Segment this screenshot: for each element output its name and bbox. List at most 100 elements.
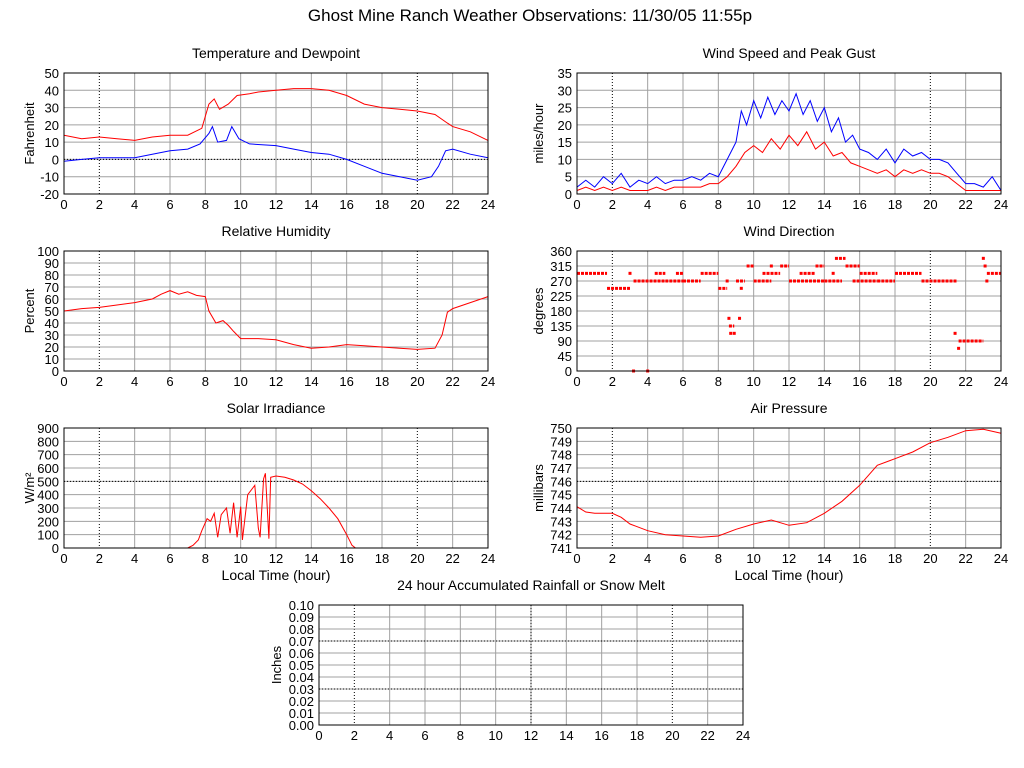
plot-frame	[576, 72, 1002, 195]
x-tick-label: 4	[644, 197, 651, 212]
y-tick-label: 100	[37, 528, 59, 543]
y-tick-label: 10	[45, 352, 59, 367]
x-tick-label: 14	[304, 197, 318, 212]
data-point	[725, 279, 729, 283]
plot-frame	[63, 72, 489, 195]
x-tick-label: 2	[609, 551, 616, 566]
x-tick-label: 6	[166, 197, 173, 212]
x-tick-label: 0	[60, 197, 67, 212]
x-tick-label: 6	[679, 374, 686, 389]
y-tick-label: 70	[45, 280, 59, 295]
series-line-0	[63, 290, 489, 350]
y-tick-label: 0.02	[289, 694, 314, 709]
x-tick-label: 20	[665, 728, 679, 743]
y-tick-label: 747	[550, 461, 572, 476]
x-tick-label: 8	[715, 551, 722, 566]
y-tick-label: 10	[558, 152, 572, 167]
x-tick-label: 18	[888, 551, 902, 566]
chart-title: Solar Irradiance	[227, 400, 326, 416]
x-tick-label: 20	[923, 374, 937, 389]
x-tick-label: 2	[351, 728, 358, 743]
x-tick-label: 16	[339, 197, 353, 212]
y-tick-label: 0.09	[289, 610, 314, 625]
y-tick-label: 0.05	[289, 658, 314, 673]
x-tick-label: 12	[782, 551, 796, 566]
x-tick-label: 4	[644, 551, 651, 566]
y-tick-label: 744	[550, 501, 572, 516]
y-axis-label: Percent	[22, 288, 37, 333]
x-tick-label: 18	[888, 374, 902, 389]
y-tick-label: 5	[565, 170, 572, 185]
y-tick-label: 15	[558, 135, 572, 150]
x-tick-label: 24	[994, 197, 1008, 212]
page-title: Ghost Mine Ranch Weather Observations: 1…	[307, 6, 753, 25]
x-tick-label: 24	[994, 551, 1008, 566]
y-tick-label: 40	[45, 316, 59, 331]
x-tick-label: 18	[888, 197, 902, 212]
x-tick-label: 12	[269, 374, 283, 389]
y-tick-label: 0	[565, 187, 572, 202]
y-tick-label: 700	[37, 448, 59, 463]
series-line-1	[576, 130, 1001, 192]
x-tick-label: 10	[233, 197, 247, 212]
y-axis-label: Inches	[269, 645, 284, 684]
y-tick-label: 900	[37, 421, 59, 436]
data-point	[981, 256, 985, 260]
x-tick-label: 0	[315, 728, 322, 743]
x-tick-label: 2	[609, 197, 616, 212]
y-tick-label: 45	[558, 349, 572, 364]
chart-title: Temperature and Dewpoint	[192, 45, 360, 61]
y-tick-label: 35	[558, 66, 572, 81]
y-tick-label: 746	[550, 474, 572, 489]
x-tick-label: 24	[481, 551, 495, 566]
y-tick-label: 50	[45, 66, 59, 81]
x-tick-label: 22	[445, 197, 459, 212]
x-tick-label: 16	[594, 728, 608, 743]
y-tick-label: 200	[37, 514, 59, 529]
chart-title: Wind Direction	[743, 223, 834, 239]
x-tick-label: 12	[782, 197, 796, 212]
x-tick-label: 20	[923, 551, 937, 566]
x-tick-label: 24	[481, 374, 495, 389]
x-tick-label: 0	[60, 551, 67, 566]
x-tick-label: 8	[202, 197, 209, 212]
x-tick-label: 18	[375, 197, 389, 212]
x-tick-label: 16	[852, 551, 866, 566]
plot-frame	[63, 250, 489, 372]
y-tick-label: 225	[550, 289, 572, 304]
y-tick-label: 0.04	[289, 670, 314, 685]
y-tick-label: 30	[558, 83, 572, 98]
x-tick-label: 16	[339, 374, 353, 389]
x-tick-label: 14	[817, 197, 831, 212]
x-tick-label: 8	[715, 374, 722, 389]
x-tick-label: 14	[304, 374, 318, 389]
y-tick-label: 10	[45, 135, 59, 150]
y-tick-label: 743	[550, 514, 572, 529]
y-tick-label: 750	[550, 421, 572, 436]
y-tick-label: 0	[52, 541, 59, 556]
x-tick-label: 10	[488, 728, 502, 743]
series-line-0	[576, 92, 1002, 191]
x-tick-label: 16	[339, 551, 353, 566]
x-tick-label: 12	[269, 551, 283, 566]
x-tick-label: 24	[736, 728, 750, 743]
y-tick-label: 500	[37, 474, 59, 489]
x-tick-label: 22	[958, 374, 972, 389]
x-tick-label: 10	[746, 374, 760, 389]
series-line-0	[64, 473, 488, 549]
x-tick-label: 16	[852, 197, 866, 212]
y-tick-label: 135	[550, 319, 572, 334]
x-tick-label: 10	[746, 197, 760, 212]
y-tick-label: 20	[558, 118, 572, 133]
series-line-0	[63, 88, 489, 141]
x-tick-label: 2	[609, 374, 616, 389]
y-axis-label: degrees	[531, 287, 546, 334]
x-tick-label: 8	[202, 551, 209, 566]
x-tick-label: 22	[445, 551, 459, 566]
y-tick-label: 0	[52, 364, 59, 379]
x-tick-label: 22	[958, 551, 972, 566]
x-tick-label: 10	[233, 374, 247, 389]
